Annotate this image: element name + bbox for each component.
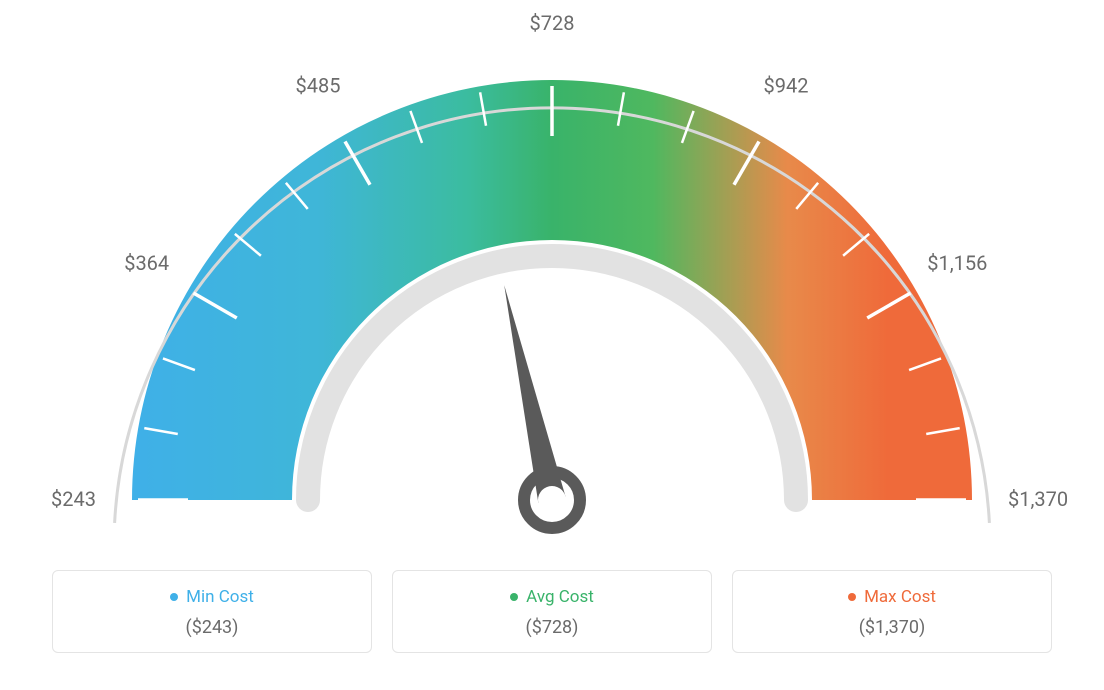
legend-dot-max <box>848 593 856 601</box>
gauge-tick-label: $243 <box>51 487 96 511</box>
gauge-tick-label: $364 <box>124 251 169 275</box>
gauge-tick-label: $728 <box>530 11 575 35</box>
gauge-arc <box>132 80 972 500</box>
gauge-tick-label: $1,370 <box>1008 487 1068 511</box>
legend-value-avg: ($728) <box>405 617 699 638</box>
gauge-tick-label: $942 <box>764 74 809 98</box>
gauge-tick-label: $485 <box>296 74 341 98</box>
legend-title-min: Min Cost <box>186 587 254 607</box>
legend-title-row: Max Cost <box>745 587 1039 607</box>
legend-value-min: ($243) <box>65 617 359 638</box>
gauge-needle-hub-inner <box>538 486 566 514</box>
legend-card-avg: Avg Cost ($728) <box>392 570 712 653</box>
gauge-chart: $243 $364 $485 $728 $942 $1,156 $1,370 <box>0 0 1104 560</box>
legend-dot-min <box>170 593 178 601</box>
gauge-tick-label: $1,156 <box>927 251 987 275</box>
legend-card-min: Min Cost ($243) <box>52 570 372 653</box>
legend-title-row: Min Cost <box>65 587 359 607</box>
legend-title-max: Max Cost <box>864 587 936 607</box>
legend-title-avg: Avg Cost <box>526 587 594 607</box>
legend-title-row: Avg Cost <box>405 587 699 607</box>
legend-value-max: ($1,370) <box>745 617 1039 638</box>
legend-card-max: Max Cost ($1,370) <box>732 570 1052 653</box>
legend-dot-avg <box>510 593 518 601</box>
legend-row: Min Cost ($243) Avg Cost ($728) Max Cost… <box>0 570 1104 653</box>
gauge-svg: $243 $364 $485 $728 $942 $1,156 $1,370 <box>0 0 1104 560</box>
